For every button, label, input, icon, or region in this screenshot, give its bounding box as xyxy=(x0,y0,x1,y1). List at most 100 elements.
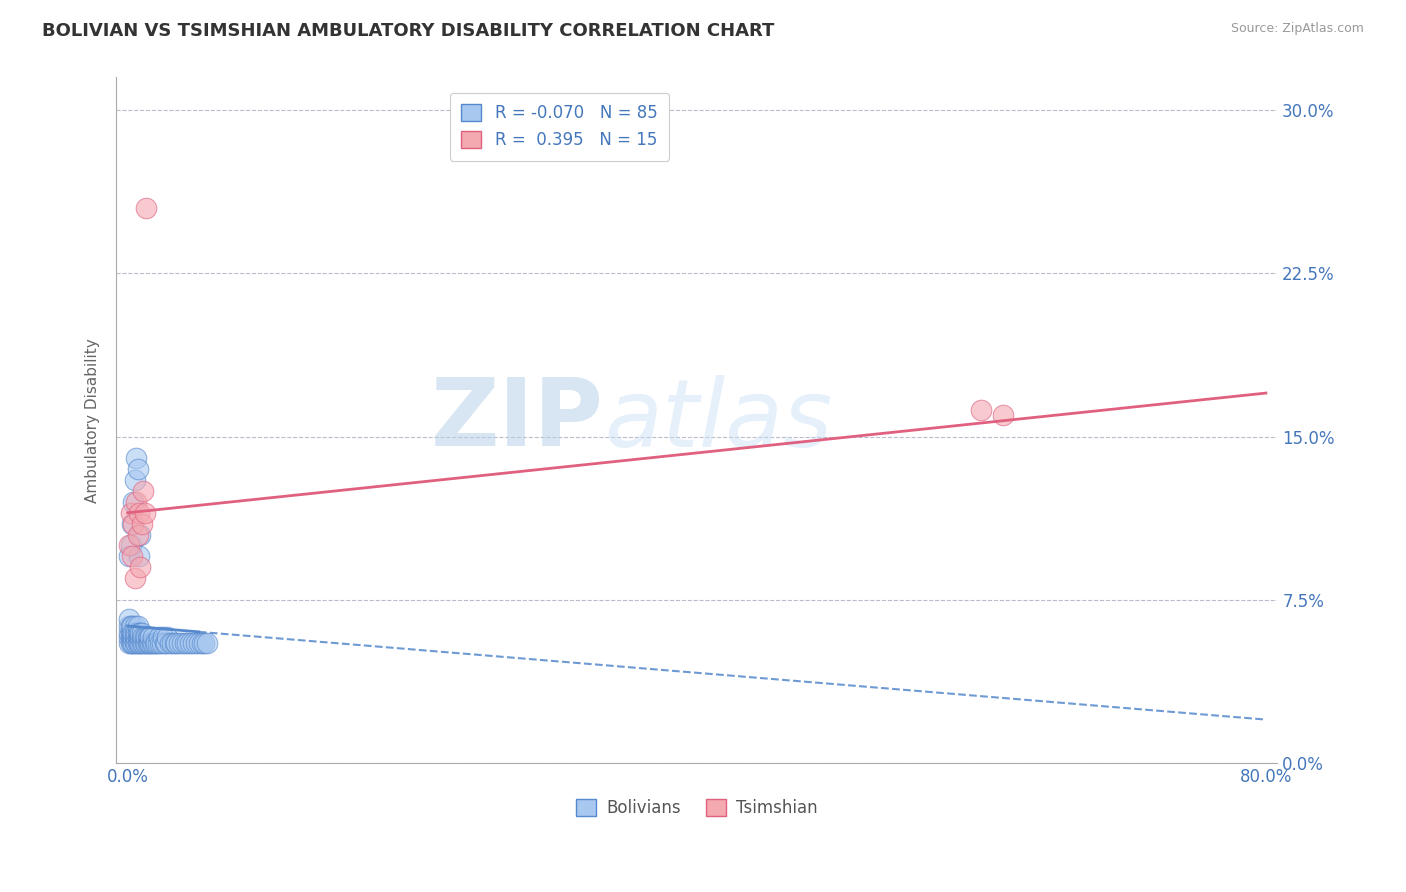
Point xyxy=(181,636,204,650)
Point xyxy=(121,516,143,531)
Point xyxy=(127,527,149,541)
Point xyxy=(138,636,160,650)
Point xyxy=(120,538,142,552)
Point xyxy=(129,625,152,640)
Point xyxy=(138,630,160,644)
Point xyxy=(118,625,141,640)
Point xyxy=(122,625,145,640)
Point xyxy=(163,636,186,650)
Point xyxy=(142,636,165,650)
Point xyxy=(132,636,155,650)
Point xyxy=(120,619,142,633)
Point xyxy=(125,495,148,509)
Point xyxy=(170,636,193,650)
Point xyxy=(190,636,212,650)
Point xyxy=(132,483,155,498)
Point xyxy=(134,630,156,644)
Text: Source: ZipAtlas.com: Source: ZipAtlas.com xyxy=(1230,22,1364,36)
Point xyxy=(132,630,155,644)
Point xyxy=(195,636,218,650)
Point xyxy=(128,625,150,640)
Point xyxy=(136,630,159,644)
Point xyxy=(129,560,152,574)
Point xyxy=(149,636,172,650)
Point xyxy=(179,636,201,650)
Legend: Bolivians, Tsimshian: Bolivians, Tsimshian xyxy=(569,792,824,823)
Point xyxy=(128,549,150,564)
Point xyxy=(193,636,215,650)
Point xyxy=(139,636,162,650)
Point xyxy=(118,619,141,633)
Point xyxy=(146,636,169,650)
Text: ZIP: ZIP xyxy=(432,375,605,467)
Point xyxy=(120,625,142,640)
Point xyxy=(124,636,146,650)
Point xyxy=(160,636,183,650)
Point xyxy=(128,630,150,644)
Point xyxy=(129,527,152,541)
Point xyxy=(122,630,145,644)
Point xyxy=(128,636,150,650)
Point xyxy=(128,506,150,520)
Point xyxy=(127,462,149,476)
Point xyxy=(125,625,148,640)
Point xyxy=(159,636,181,650)
Point xyxy=(135,201,157,215)
Point xyxy=(139,630,162,644)
Point xyxy=(124,630,146,644)
Point xyxy=(120,636,142,650)
Point xyxy=(153,636,176,650)
Point xyxy=(152,630,174,644)
Point xyxy=(122,516,145,531)
Y-axis label: Ambulatory Disability: Ambulatory Disability xyxy=(86,338,100,503)
Point xyxy=(148,630,170,644)
Point xyxy=(127,619,149,633)
Point xyxy=(125,630,148,644)
Point xyxy=(121,630,143,644)
Point xyxy=(124,619,146,633)
Point xyxy=(120,630,142,644)
Point xyxy=(121,549,143,564)
Point xyxy=(120,506,142,520)
Point xyxy=(145,636,167,650)
Point xyxy=(118,636,141,650)
Point xyxy=(155,636,177,650)
Point xyxy=(122,636,145,650)
Point xyxy=(127,630,149,644)
Point xyxy=(125,451,148,466)
Point xyxy=(127,636,149,650)
Point xyxy=(121,636,143,650)
Point xyxy=(173,636,195,650)
Point xyxy=(135,630,157,644)
Point xyxy=(129,630,152,644)
Text: atlas: atlas xyxy=(605,375,832,466)
Point xyxy=(131,625,153,640)
Point xyxy=(124,625,146,640)
Point xyxy=(124,571,146,585)
Point xyxy=(143,636,166,650)
Point xyxy=(167,636,190,650)
Point xyxy=(134,506,156,520)
Point xyxy=(150,636,173,650)
Point xyxy=(136,636,159,650)
Point xyxy=(118,630,141,644)
Point xyxy=(118,538,141,552)
Point xyxy=(127,625,149,640)
Point xyxy=(135,636,157,650)
Point xyxy=(970,403,993,417)
Point xyxy=(187,636,209,650)
Point xyxy=(176,636,198,650)
Point xyxy=(118,549,141,564)
Point xyxy=(118,612,141,626)
Text: BOLIVIAN VS TSIMSHIAN AMBULATORY DISABILITY CORRELATION CHART: BOLIVIAN VS TSIMSHIAN AMBULATORY DISABIL… xyxy=(42,22,775,40)
Point xyxy=(134,636,156,650)
Point xyxy=(131,630,153,644)
Point xyxy=(121,625,143,640)
Point xyxy=(184,636,207,650)
Point xyxy=(121,619,143,633)
Point xyxy=(125,636,148,650)
Point xyxy=(124,473,146,487)
Point xyxy=(142,630,165,644)
Point xyxy=(141,636,163,650)
Point xyxy=(156,630,179,644)
